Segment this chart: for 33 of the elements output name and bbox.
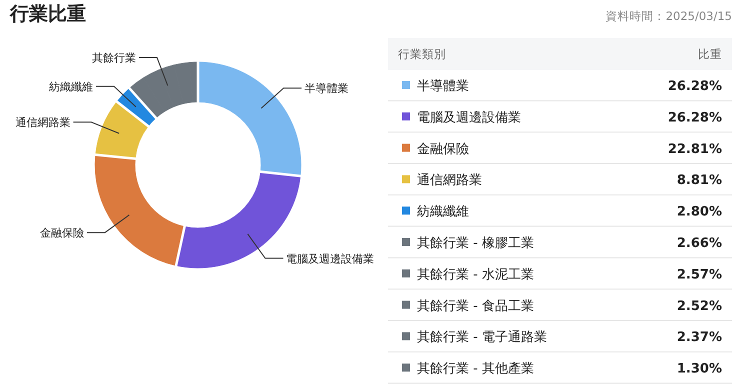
text: 其餘行業 — [92, 52, 136, 65]
data-label: 22.81% — [668, 142, 722, 157]
data-label: 2.52% — [676, 298, 722, 314]
legend-title: 行業類別 — [398, 47, 446, 61]
legend-label: 其餘行業 - 水泥工業 — [417, 267, 534, 282]
text: 比重 — [698, 47, 722, 61]
slice-label: 電腦及週邊設備業 — [286, 252, 374, 266]
donut-slice — [198, 62, 302, 176]
data-label: 2.66% — [676, 236, 722, 251]
legend-label: 其餘行業 - 橡膠工業 — [417, 236, 534, 251]
donut-slice — [94, 154, 185, 266]
data-label: 2.37% — [676, 330, 722, 346]
slice-label: 紡織纖維 — [49, 80, 94, 94]
data-label: 8.81% — [676, 173, 722, 188]
legend-label: 紡織纖維 — [417, 204, 469, 220]
data-label: 26.28% — [668, 79, 722, 94]
legend-label: 其餘行業 - 其他產業 — [417, 362, 534, 377]
slice-label: 通信網路業 — [15, 116, 70, 130]
legend-label: 半導體業 — [417, 79, 469, 94]
legend-label: 金融保險 — [417, 142, 469, 157]
data-label: 26.28% — [668, 110, 722, 126]
legend-label: 其餘行業 - 電子通路業 — [417, 330, 547, 346]
data-label: 1.30% — [676, 362, 722, 377]
chart-subtitle: 資料時間：2025/03/15 — [606, 9, 732, 23]
slice-label: 半導體業 — [304, 82, 349, 96]
slice-label: 金融保險 — [40, 226, 84, 240]
legend-label: 其餘行業 - 食品工業 — [417, 298, 534, 314]
data-label: 2.57% — [676, 267, 722, 282]
legend-label: 電腦及週邊設備業 — [417, 110, 521, 126]
donut-slice — [95, 101, 149, 159]
legend-label: 通信網路業 — [417, 173, 482, 188]
chart-title: 行業比重 — [9, 3, 86, 25]
data-label: 2.80% — [676, 204, 722, 220]
